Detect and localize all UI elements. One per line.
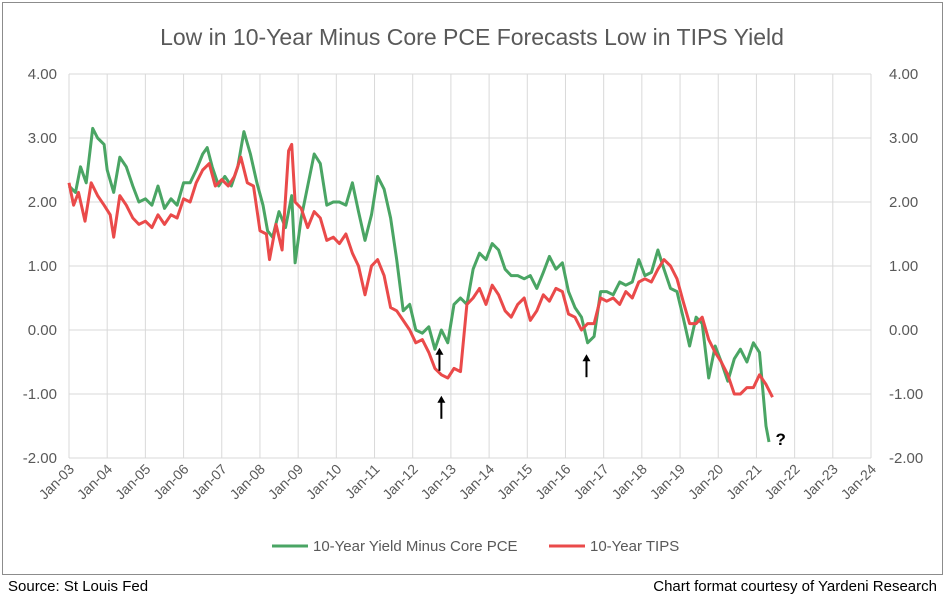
chart-frame <box>2 2 943 575</box>
annotation-question-mark: ? <box>776 430 786 449</box>
legend-label-1: 10-Year Yield Minus Core PCE <box>313 538 518 555</box>
chart-credit: Chart format courtesy of Yardeni Researc… <box>653 578 937 595</box>
y-tick-label-right: 1.00 <box>889 258 918 275</box>
x-tick-label: Jan-17 <box>570 461 612 503</box>
y-tick-label-left: 2.00 <box>28 194 57 211</box>
x-tick-label: Jan-10 <box>303 461 345 503</box>
arrowhead-icon <box>582 354 591 362</box>
x-tick-label: Jan-18 <box>608 461 650 503</box>
y-tick-label-left: 0.00 <box>28 322 57 339</box>
x-tick-label: Jan-11 <box>342 461 383 502</box>
x-tick-label: Jan-14 <box>456 461 498 503</box>
y-tick-label-right: 4.00 <box>889 66 918 83</box>
x-tick-label: Jan-16 <box>532 461 574 503</box>
x-tick-label: Jan-20 <box>685 461 727 503</box>
series-line-2 <box>67 142 774 398</box>
y-tick-label-right: 3.00 <box>889 130 918 147</box>
x-tick-label: Jan-22 <box>761 461 803 503</box>
x-tick-label: Jan-21 <box>723 461 765 503</box>
y-tick-label-right: -2.00 <box>889 450 923 467</box>
chart-title: Low in 10-Year Minus Core PCE Forecasts … <box>160 24 784 50</box>
x-tick-label: Jan-09 <box>265 461 307 503</box>
y-tick-label-right: 2.00 <box>889 194 918 211</box>
y-tick-label-right: 0.00 <box>889 322 918 339</box>
y-tick-label-right: -1.00 <box>889 386 923 403</box>
x-tick-label: Jan-15 <box>494 461 536 503</box>
arrowhead-icon <box>435 347 444 355</box>
y-tick-label-left: -1.00 <box>23 386 57 403</box>
x-tick-label: Jan-04 <box>74 461 116 503</box>
y-tick-label-left: 1.00 <box>28 258 57 275</box>
x-tick-label: Jan-19 <box>647 461 689 503</box>
x-tick-label: Jan-08 <box>226 461 268 503</box>
x-tick-label: Jan-23 <box>799 461 841 503</box>
x-tick-label: Jan-06 <box>150 461 192 503</box>
arrowhead-icon <box>437 395 446 403</box>
x-tick-label: Jan-05 <box>112 461 154 503</box>
series-line-1 <box>67 126 771 443</box>
y-tick-label-left: -2.00 <box>23 450 57 467</box>
y-tick-label-left: 3.00 <box>28 130 57 147</box>
y-tick-label-left: 4.00 <box>28 66 57 83</box>
x-tick-label: Jan-13 <box>417 461 459 503</box>
x-tick-label: Jan-12 <box>379 461 421 503</box>
source-note: Source: St Louis Fed <box>8 578 149 595</box>
x-tick-label: Jan-24 <box>838 461 880 503</box>
legend-label-2: 10-Year TIPS <box>590 538 679 555</box>
x-tick-label: Jan-07 <box>188 461 230 503</box>
